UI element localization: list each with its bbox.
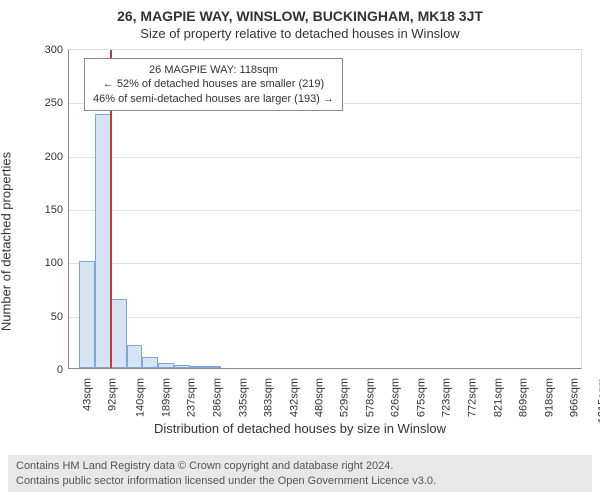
x-tick-label: 286sqm xyxy=(212,378,224,417)
footer: Contains HM Land Registry data © Crown c… xyxy=(8,455,592,492)
x-tick-label: 918sqm xyxy=(543,378,555,417)
y-tick-label: 250 xyxy=(45,97,69,109)
title-sub: Size of property relative to detached ho… xyxy=(8,26,592,41)
x-tick-label: 966sqm xyxy=(568,378,580,417)
plot-area: 05010015020025030043sqm92sqm140sqm189sqm… xyxy=(68,49,582,369)
plot-wrapper: Number of detached properties 0501001502… xyxy=(8,49,592,419)
gridline-h xyxy=(69,263,581,264)
x-tick-label: 578sqm xyxy=(365,378,377,417)
histogram-bar xyxy=(95,114,111,368)
annotation-box: 26 MAGPIE WAY: 118sqm← 52% of detached h… xyxy=(84,58,343,111)
histogram-bar xyxy=(190,366,206,368)
y-axis-label: Number of detached properties xyxy=(0,152,14,331)
x-tick-label: 869sqm xyxy=(517,378,529,417)
annotation-line: ← 52% of detached houses are smaller (21… xyxy=(93,77,334,91)
y-tick-label: 0 xyxy=(57,364,69,376)
histogram-bar xyxy=(174,365,190,368)
x-axis-label: Distribution of detached houses by size … xyxy=(8,421,592,436)
chart-container: 26, MAGPIE WAY, WINSLOW, BUCKINGHAM, MK1… xyxy=(8,8,592,492)
histogram-bar xyxy=(127,345,143,368)
x-tick-label: 821sqm xyxy=(492,378,504,417)
x-tick-label: 432sqm xyxy=(288,378,300,417)
x-tick-label: 189sqm xyxy=(161,378,173,417)
y-tick-label: 300 xyxy=(45,44,69,56)
histogram-bar xyxy=(142,357,158,368)
x-tick-label: 237sqm xyxy=(186,378,198,417)
histogram-bar xyxy=(158,363,174,368)
gridline-h xyxy=(69,157,581,158)
histogram-bar xyxy=(205,366,221,368)
gridline-h xyxy=(69,317,581,318)
annotation-line: 46% of semi-detached houses are larger (… xyxy=(93,92,334,106)
footer-line-1: Contains HM Land Registry data © Crown c… xyxy=(16,459,584,473)
y-tick-label: 100 xyxy=(45,257,69,269)
x-tick-label: 383sqm xyxy=(262,378,274,417)
y-tick-label: 50 xyxy=(51,311,69,323)
footer-line-2: Contains public sector information licen… xyxy=(16,474,584,488)
x-tick-label: 723sqm xyxy=(441,378,453,417)
x-tick-label: 675sqm xyxy=(416,378,428,417)
title-main: 26, MAGPIE WAY, WINSLOW, BUCKINGHAM, MK1… xyxy=(8,8,592,24)
y-tick-label: 150 xyxy=(45,204,69,216)
x-tick-label: 529sqm xyxy=(339,378,351,417)
x-tick-label: 92sqm xyxy=(107,378,119,411)
histogram-bar xyxy=(79,261,95,368)
x-tick-label: 772sqm xyxy=(466,378,478,417)
y-tick-label: 200 xyxy=(45,151,69,163)
x-tick-label: 140sqm xyxy=(135,378,147,417)
x-tick-label: 43sqm xyxy=(81,378,93,411)
x-tick-label: 480sqm xyxy=(313,378,325,417)
histogram-bar xyxy=(111,299,127,368)
x-tick-label: 335sqm xyxy=(237,378,249,417)
annotation-line: 26 MAGPIE WAY: 118sqm xyxy=(93,63,334,77)
gridline-h xyxy=(69,210,581,211)
x-tick-label: 626sqm xyxy=(390,378,402,417)
